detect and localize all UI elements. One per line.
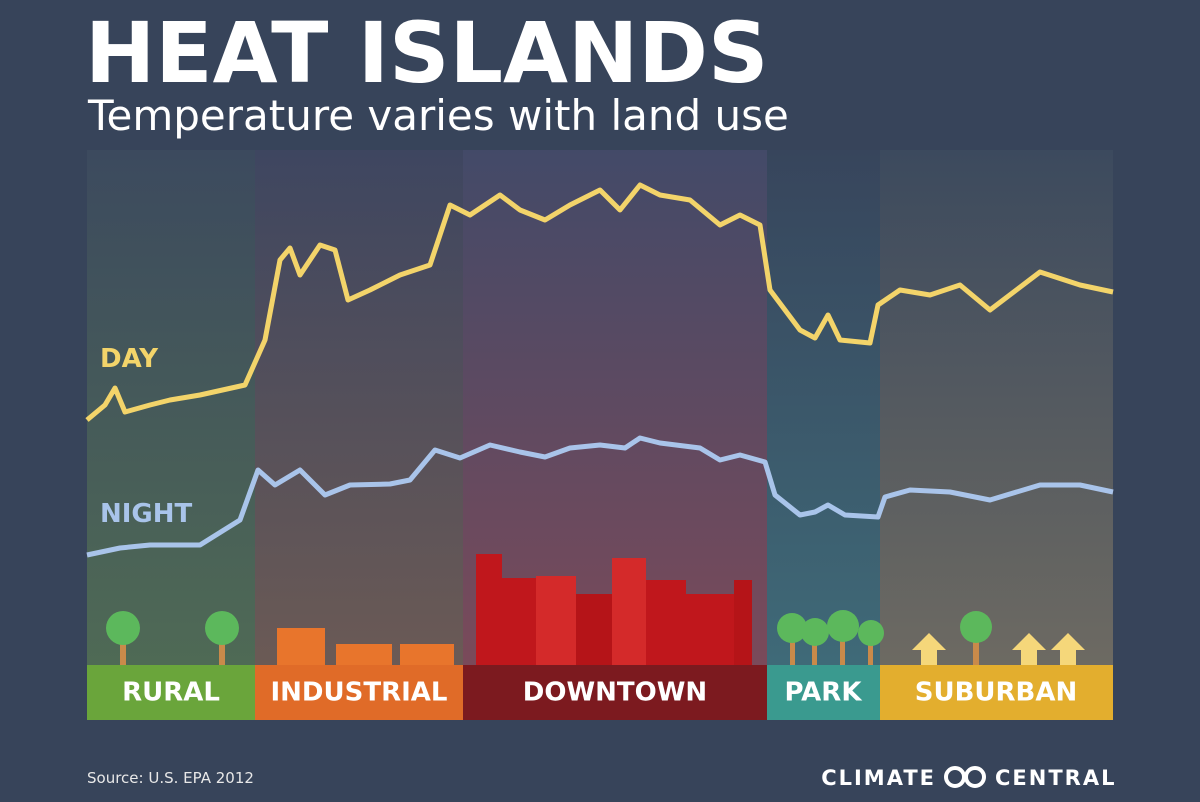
- source: Source: U.S. EPA 2012: [87, 769, 254, 787]
- subtitle: Temperature varies with land use: [87, 91, 789, 140]
- zone-bg: [87, 150, 255, 665]
- night-line: [86, 435, 1114, 558]
- logo-text: CLIMATE: [821, 766, 936, 790]
- zone-bg: [255, 150, 463, 665]
- day-label: DAY: [100, 344, 159, 374]
- buildings: [476, 554, 752, 665]
- zone-label: INDUSTRIAL: [271, 678, 448, 708]
- zone-bg: [880, 150, 1113, 665]
- zone-label: SUBURBAN: [915, 678, 1078, 708]
- logo-mark: [944, 766, 986, 788]
- factories: [277, 628, 454, 665]
- houses: [912, 633, 1085, 665]
- zone-band: [880, 665, 1113, 720]
- zone-label: RURAL: [122, 678, 220, 708]
- day-line: [85, 182, 1114, 422]
- zone-band: [255, 665, 463, 720]
- trees: [106, 610, 992, 665]
- zone-bg: [767, 150, 880, 665]
- zone-label: PARK: [785, 678, 863, 708]
- logo-text: CENTRAL: [995, 766, 1116, 790]
- title: HEAT ISLANDS: [85, 4, 769, 102]
- zone-band: [87, 665, 255, 720]
- night-label: NIGHT: [100, 499, 193, 529]
- zone-label: DOWNTOWN: [523, 678, 707, 708]
- zone-band: [767, 665, 880, 720]
- zone-band: [463, 665, 767, 720]
